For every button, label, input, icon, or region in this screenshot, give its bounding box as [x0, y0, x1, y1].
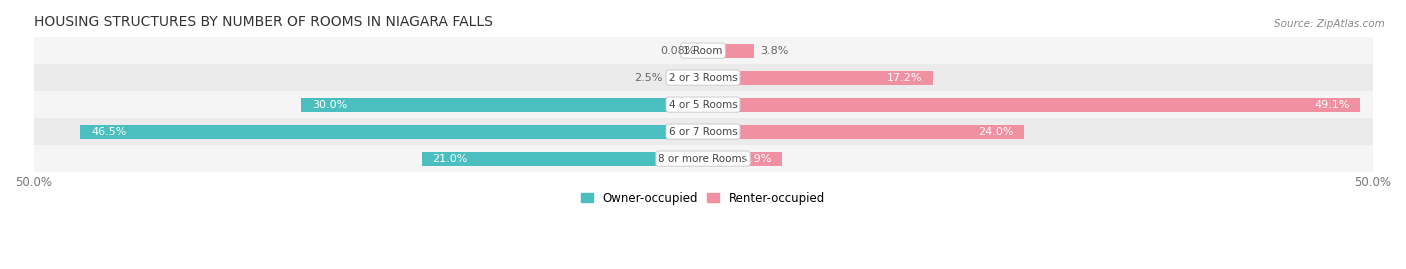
Text: 1 Room: 1 Room	[683, 46, 723, 56]
Text: 49.1%: 49.1%	[1315, 100, 1350, 109]
Bar	[34, 145, 1372, 172]
Text: 4 or 5 Rooms: 4 or 5 Rooms	[669, 100, 737, 109]
Bar	[301, 98, 703, 112]
Bar	[703, 44, 754, 58]
Text: 2 or 3 Rooms: 2 or 3 Rooms	[669, 73, 737, 83]
Bar	[34, 37, 1372, 64]
Bar	[703, 70, 934, 85]
Text: 17.2%: 17.2%	[887, 73, 922, 83]
Text: 0.08%: 0.08%	[659, 46, 695, 56]
Bar	[34, 118, 1372, 145]
Text: 2.5%: 2.5%	[634, 73, 662, 83]
Text: 21.0%: 21.0%	[433, 154, 468, 164]
Bar	[422, 152, 703, 166]
Bar	[34, 91, 1372, 118]
Bar	[703, 152, 782, 166]
Text: 24.0%: 24.0%	[979, 127, 1014, 137]
Bar	[34, 64, 1372, 91]
Text: 8 or more Rooms: 8 or more Rooms	[658, 154, 748, 164]
Legend: Owner-occupied, Renter-occupied: Owner-occupied, Renter-occupied	[576, 187, 830, 209]
Bar	[669, 70, 703, 85]
Text: 3.8%: 3.8%	[761, 46, 789, 56]
Text: 30.0%: 30.0%	[312, 100, 347, 109]
Text: 6 or 7 Rooms: 6 or 7 Rooms	[669, 127, 737, 137]
Bar	[703, 125, 1025, 139]
Text: 5.9%: 5.9%	[742, 154, 772, 164]
Bar	[703, 98, 1361, 112]
Bar	[80, 125, 703, 139]
Text: Source: ZipAtlas.com: Source: ZipAtlas.com	[1274, 19, 1385, 29]
Text: HOUSING STRUCTURES BY NUMBER OF ROOMS IN NIAGARA FALLS: HOUSING STRUCTURES BY NUMBER OF ROOMS IN…	[34, 15, 492, 29]
Text: 46.5%: 46.5%	[91, 127, 127, 137]
